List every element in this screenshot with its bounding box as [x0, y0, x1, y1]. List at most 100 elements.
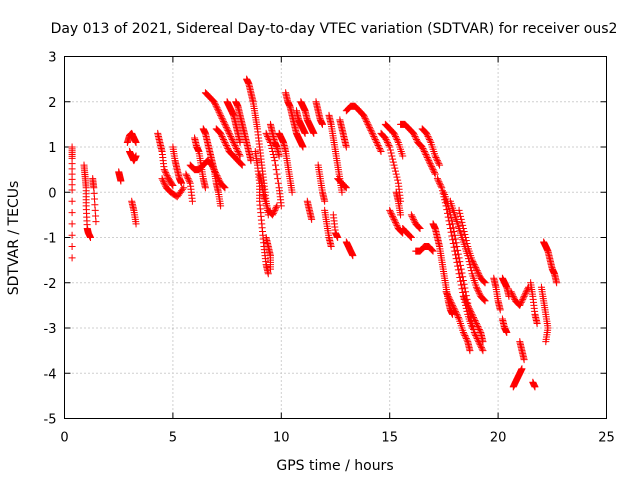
- data-point-marker: [462, 298, 470, 306]
- x-tick-label: 0: [60, 431, 68, 446]
- data-point-marker: [217, 131, 225, 139]
- data-point-marker: [224, 126, 232, 134]
- data-point-marker: [423, 154, 431, 162]
- data-point-marker: [453, 310, 461, 318]
- data-point-marker: [477, 342, 485, 350]
- data-point-marker: [392, 170, 400, 178]
- data-point-marker: [473, 285, 481, 293]
- data-point-marker: [458, 285, 466, 293]
- data-point-marker: [397, 211, 405, 219]
- data-point-marker: [232, 145, 240, 153]
- data-point-marker: [469, 312, 477, 320]
- data-point-marker: [460, 294, 468, 302]
- data-point-marker: [225, 129, 233, 137]
- data-point-marker: [387, 209, 395, 217]
- data-point-marker: [452, 239, 460, 247]
- data-point-marker: [226, 131, 234, 139]
- data-point-marker: [463, 336, 471, 344]
- data-point-marker: [368, 129, 376, 137]
- data-point-marker: [450, 227, 458, 235]
- data-point-marker: [217, 111, 225, 119]
- data-point-marker: [461, 230, 469, 238]
- data-point-marker: [428, 246, 436, 254]
- data-point-marker: [480, 295, 488, 303]
- data-point-marker: [470, 313, 478, 321]
- data-point-marker: [217, 129, 225, 137]
- data-point-marker: [470, 259, 478, 267]
- data-point-marker: [386, 146, 394, 154]
- data-point-marker: [520, 292, 528, 300]
- data-point-marker: [509, 292, 517, 300]
- data-point-marker: [424, 132, 432, 140]
- data-point-marker: [433, 175, 441, 183]
- data-point-marker: [422, 151, 430, 159]
- data-point-marker: [230, 138, 238, 146]
- data-point-marker: [366, 125, 374, 133]
- data-point-marker: [472, 265, 480, 273]
- data-point-marker: [430, 167, 438, 175]
- data-point-marker: [429, 247, 437, 255]
- data-point-marker: [480, 296, 488, 304]
- data-point-marker: [444, 291, 452, 299]
- data-point-marker: [433, 157, 441, 165]
- data-point-marker: [389, 158, 397, 166]
- data-point-marker: [301, 129, 309, 137]
- data-point-marker: [455, 254, 463, 262]
- data-point-marker: [237, 160, 245, 168]
- data-point-marker: [235, 151, 243, 159]
- data-point-marker: [475, 288, 483, 296]
- data-point-marker: [163, 172, 171, 180]
- data-point-marker: [222, 122, 230, 130]
- data-point-marker: [272, 205, 280, 213]
- data-point-marker: [449, 236, 457, 244]
- data-point-marker: [365, 123, 373, 131]
- data-point-marker: [415, 224, 423, 232]
- data-point-marker: [425, 134, 433, 142]
- data-point-marker: [465, 304, 473, 312]
- data-point-marker: [271, 157, 279, 165]
- y-tick-label: -4: [44, 367, 57, 382]
- data-point-marker: [274, 179, 282, 187]
- data-point-marker: [394, 176, 402, 184]
- data-point-marker: [423, 152, 431, 160]
- data-point-marker: [391, 131, 399, 139]
- data-point-marker: [434, 176, 442, 184]
- data-point-marker: [221, 120, 229, 128]
- data-point-marker: [272, 166, 280, 174]
- data-point-marker: [553, 279, 561, 287]
- data-point-marker: [393, 173, 401, 181]
- data-point-marker: [263, 131, 271, 139]
- data-point-marker: [270, 154, 278, 162]
- data-point-marker: [321, 197, 329, 205]
- data-point-marker: [479, 347, 487, 355]
- data-point-marker: [318, 120, 326, 128]
- data-point-marker: [473, 321, 481, 329]
- data-point-marker: [456, 209, 464, 217]
- data-point-marker: [390, 129, 398, 137]
- data-point-marker: [68, 220, 76, 228]
- data-point-marker: [201, 184, 209, 192]
- data-point-marker: [230, 140, 238, 148]
- data-point-marker: [327, 243, 335, 251]
- data-point-marker: [476, 327, 484, 335]
- data-point-marker: [368, 128, 376, 136]
- data-point-marker: [386, 208, 394, 216]
- data-point-marker: [222, 141, 230, 149]
- data-point-marker: [448, 232, 456, 240]
- data-point-marker: [264, 270, 272, 278]
- data-point-marker: [432, 154, 440, 162]
- data-point-marker: [210, 98, 218, 106]
- data-point-marker: [179, 185, 187, 193]
- y-tick-label: -5: [44, 413, 57, 428]
- data-point-marker: [443, 289, 451, 297]
- data-point-marker: [376, 145, 384, 153]
- x-tick-label: 10: [273, 431, 290, 446]
- data-point-marker: [132, 152, 140, 160]
- data-point-marker: [270, 208, 278, 216]
- data-point-marker: [218, 114, 226, 122]
- data-point-marker: [223, 125, 231, 133]
- data-point-marker: [434, 158, 442, 166]
- data-point-marker: [518, 365, 526, 373]
- data-point-marker: [503, 329, 511, 337]
- data-point-marker: [431, 170, 439, 178]
